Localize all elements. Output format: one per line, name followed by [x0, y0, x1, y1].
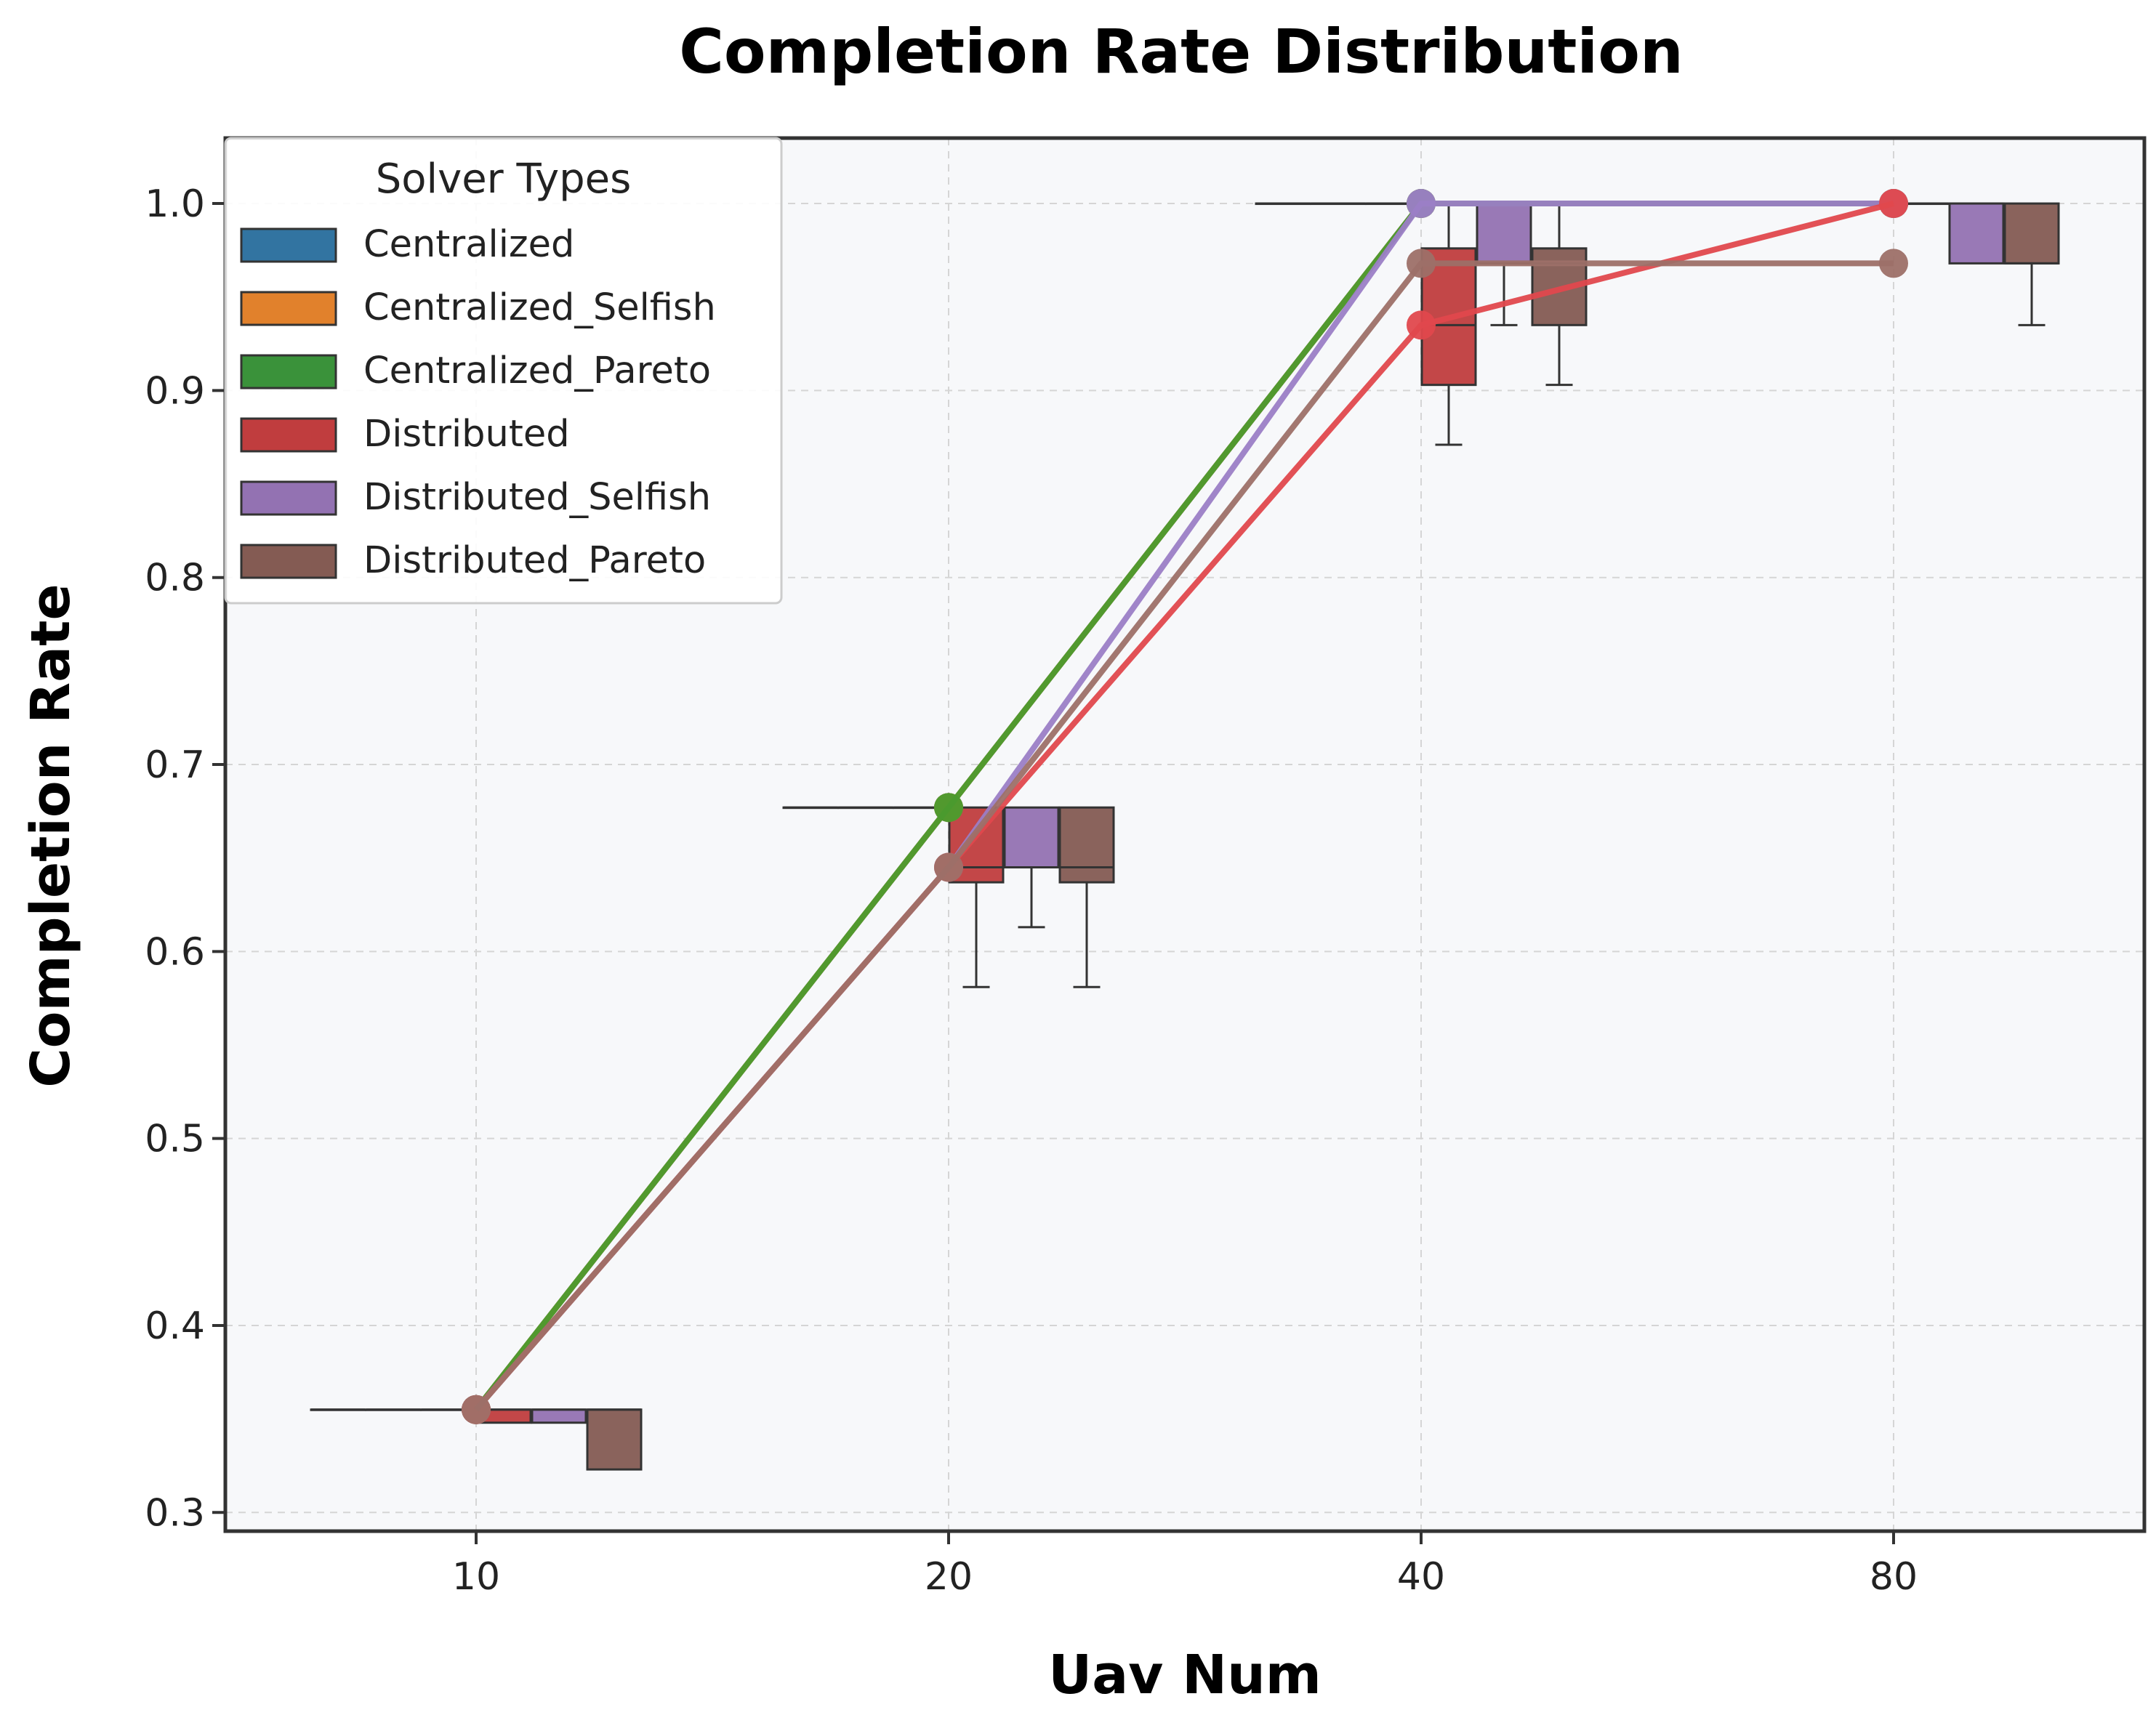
y-tick-label: 0.7 [145, 743, 205, 787]
series-point [1879, 249, 1908, 278]
box-body [531, 1408, 587, 1424]
box-body [1948, 202, 2005, 265]
plot-frame [223, 136, 2147, 1533]
legend-label: Distributed [363, 413, 570, 456]
legend-swatch [240, 417, 337, 453]
box-distributed-selfish-20 [1003, 806, 1060, 929]
y-tick-label: 0.6 [145, 930, 205, 974]
legend-item-centralized: Centralized [240, 223, 574, 266]
y-tick-label: 0.8 [145, 557, 205, 600]
legend-item-centralized-pareto: Centralized_Pareto [240, 350, 711, 392]
legend: Solver Types Centralized Centralized_Selfi… [224, 137, 783, 605]
legend-label: Centralized_Pareto [363, 350, 711, 392]
legend-label: Centralized [363, 223, 574, 266]
box-body [586, 1408, 643, 1471]
series-point [1879, 189, 1908, 219]
series-point [1407, 189, 1436, 219]
chart-title: Completion Rate Distribution [679, 16, 1684, 87]
legend-item-centralized-selfish: Centralized_Selfish [240, 286, 716, 329]
legend-swatch [240, 291, 337, 326]
legend-item-distributed-selfish: Distributed_Selfish [240, 476, 711, 519]
legend-item-distributed: Distributed [240, 413, 570, 456]
axis-ticks: 0.3 0.4 0.5 0.6 0.7 0.8 0.9 1.0 10 20 40 80 [145, 182, 1918, 1599]
box-distributed-pareto-10 [586, 1408, 643, 1471]
legend-box [224, 137, 783, 605]
legend-swatch [240, 227, 337, 263]
box-centralized-10 [310, 1408, 366, 1411]
legend-swatch [240, 480, 337, 516]
y-tick-label: 0.4 [145, 1304, 205, 1348]
series-line [473, 260, 1894, 1412]
y-axis-label: Completion Rate [20, 584, 82, 1087]
box-distributed-selfish-10 [531, 1408, 587, 1424]
box-centralized-selfish-40 [1310, 202, 1367, 206]
legend-swatch [240, 544, 337, 579]
x-tick-label: 40 [1397, 1555, 1445, 1599]
box-centralized-selfish-10 [365, 1408, 422, 1411]
box-centralized-selfish-20 [837, 806, 894, 810]
box-centralized-20 [782, 806, 839, 810]
series-point [1407, 249, 1436, 278]
series-point [1407, 310, 1436, 340]
box-distributed-selfish-80 [1948, 202, 2005, 265]
mean-lines [462, 189, 1908, 1424]
legend-item-distributed-pareto: Distributed_Pareto [240, 539, 706, 582]
box-centralized-40 [1255, 202, 1311, 206]
y-tick-label: 0.9 [145, 369, 205, 413]
mean-line-distributed-pareto [462, 249, 1908, 1424]
legend-label: Distributed_Selfish [363, 476, 711, 519]
legend-swatch [240, 354, 337, 390]
box-distributed-pareto-80 [2003, 202, 2060, 326]
y-tick-label: 0.3 [145, 1491, 205, 1535]
box-distributed-pareto-20 [1058, 806, 1115, 988]
y-tick-label: 1.0 [145, 182, 205, 226]
x-axis-label: Uav Num [1048, 1644, 1322, 1706]
box-body [1476, 202, 1532, 265]
legend-title: Solver Types [376, 156, 632, 203]
box-body [1003, 806, 1060, 869]
legend-label: Distributed_Pareto [363, 539, 706, 582]
legend-label: Centralized_Selfish [363, 286, 716, 329]
y-tick-label: 0.5 [145, 1118, 205, 1161]
series-point [934, 793, 963, 823]
series-point [934, 852, 963, 882]
series-point [462, 1395, 491, 1424]
x-tick-label: 10 [452, 1555, 500, 1599]
x-tick-label: 80 [1870, 1555, 1918, 1599]
x-tick-label: 20 [925, 1555, 973, 1599]
box-body [1058, 806, 1115, 884]
box-body [2003, 202, 2060, 265]
